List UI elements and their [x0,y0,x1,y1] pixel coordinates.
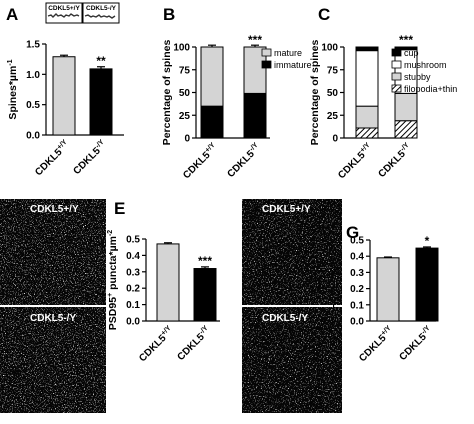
micrograph-d-wt: CDKL5+/Y [0,199,106,305]
significance-marker: ** [96,54,106,68]
y-tick-label: 0 [184,134,190,145]
x-category-label: CDKL5+/Y [32,138,72,178]
y-tick-label: 0.0 [26,131,40,142]
panel-label-b: B [163,5,175,24]
stacked-segment-immature [200,105,224,139]
legend-label: cup [404,48,419,58]
y-tick-label: 50 [179,88,191,99]
y-tick-label: 0.2 [350,284,364,295]
y-axis-title: PSD95+ puncta*µm-2 [107,230,119,331]
x-category-label: CDKL5-/Y [376,141,415,180]
x-category-label: CDKL5+/Y [136,324,176,364]
significance-marker: *** [248,33,262,47]
bar-control [376,257,400,322]
x-category-label: CDKL5-/Y [71,138,110,177]
legend-swatch [391,48,402,57]
y-tick-label: 0.5 [26,100,40,111]
legend-label: immature [274,60,312,70]
micrograph-f-ko-label: CDKL5-/Y [262,313,308,324]
y-tick-label: 50 [327,88,339,99]
bar-knockout [415,247,439,322]
y-tick-label: 0.3 [126,267,140,278]
significance-marker: *** [198,254,212,268]
micrograph-d-ko-label: CDKL5-/Y [30,313,76,324]
x-category-label: CDKL5-/Y [397,324,436,363]
stacked-segment-immature [243,92,267,139]
x-category-label: CDKL5-/Y [175,324,214,363]
y-tick-label: 75 [327,65,339,76]
y-axis-title: Spines*µm-1 [7,59,19,119]
y-tick-label: 75 [179,65,191,76]
legend-swatch [261,60,272,69]
y-tick-label: 100 [321,43,338,54]
bar-control [156,243,180,322]
x-category-label: CDKL5-/Y [225,141,264,180]
y-tick-label: 25 [179,111,191,122]
stacked-segment-filopodia-thin [394,120,418,139]
micrograph-f-wt-label: CDKL5+/Y [262,204,311,215]
legend-swatch [391,84,402,93]
stacked-segment-stubby [394,92,418,122]
stacked-segment-mature [200,46,224,107]
panel-label-e: E [114,199,125,218]
micrograph-f-wt: CDKL5+/Y [242,199,342,305]
thumb-label-ko: CDKL5-/Y [86,5,117,12]
y-tick-label: 1.0 [26,70,40,81]
y-tick-label: 0.3 [350,268,364,279]
dendrite-thumbnails: CDKL5+/Y CDKL5-/Y [45,2,120,24]
legend-label: mature [274,48,302,58]
x-category-label: CDKL5+/Y [335,141,375,181]
thumb-label-wt: CDKL5+/Y [48,5,80,12]
y-tick-label: 0.0 [350,317,364,328]
y-tick-label: 0 [332,134,338,145]
stacked-segment-cup [355,46,379,52]
legend-swatch [261,48,272,57]
y-tick-label: 0.4 [350,252,364,263]
legend-swatch [391,72,402,81]
legend-swatch [391,60,402,69]
y-tick-label: 0.1 [126,300,140,311]
significance-marker: * [425,234,430,248]
dendrite-ko [84,14,116,19]
significance-marker: *** [399,33,413,47]
y-tick-label: 100 [173,43,190,54]
stacked-segment-mushroom [355,50,379,107]
y-tick-label: 0.5 [126,235,140,246]
micrograph-d-wt-label: CDKL5+/Y [30,204,79,215]
x-category-label: CDKL5+/Y [356,324,396,364]
micrograph-f-ko: CDKL5-/Y [242,307,342,413]
y-tick-label: 0.2 [126,284,140,295]
y-axis-title: Percentage of spines [309,40,321,146]
dendrite-wt [47,13,80,18]
y-tick-label: 0.5 [350,236,364,247]
panel-label-a: A [6,5,18,24]
stacked-segment-filopodia-thin [355,127,379,139]
legend-label: mushroom [404,60,447,70]
y-tick-label: 25 [327,111,339,122]
bar-control [52,56,76,136]
stacked-segment-cup [394,46,418,51]
legend-label: stubby [404,72,431,82]
y-tick-label: 1.5 [26,40,40,51]
panel-label-c: C [318,5,330,24]
legend-label: filopodia+thin [404,84,457,94]
panel-label-g: G [346,223,359,242]
y-axis-title: Percentage of spines [161,40,173,146]
bar-knockout [193,268,217,322]
y-tick-label: 0.1 [350,300,364,311]
bar-knockout [89,68,113,136]
y-tick-label: 0.4 [126,251,140,262]
chart-g: 0.00.10.20.30.40.5CDKL5+/YCDKL5-/Y*VGAT … [331,232,439,364]
stacked-segment-stubby [355,105,379,129]
x-category-label: CDKL5+/Y [180,141,220,181]
micrograph-d-ko: CDKL5-/Y [0,307,106,413]
y-tick-label: 0.0 [126,317,140,328]
